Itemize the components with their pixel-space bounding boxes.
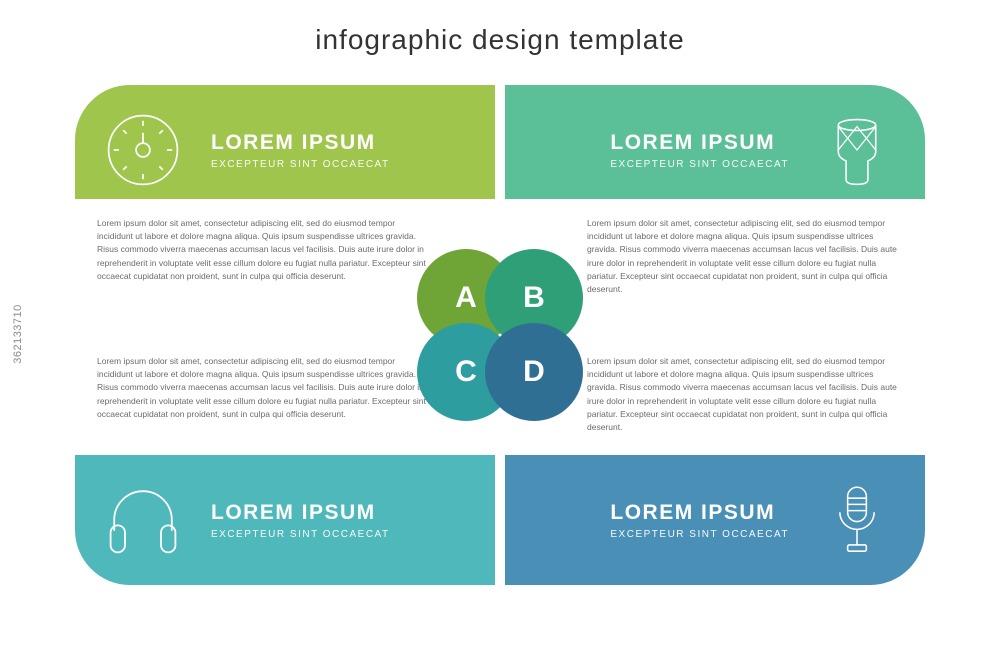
watermark-id: 362133710 bbox=[12, 304, 24, 364]
microphone-icon bbox=[811, 474, 903, 566]
panel-d-badge: D bbox=[485, 323, 583, 421]
panel-d-color: LOREM IPSUM EXCEPTEUR SINT OCCAECAT bbox=[505, 455, 925, 585]
panel-b-body-text: Lorem ipsum dolor sit amet, consectetur … bbox=[587, 217, 903, 296]
panel-a-body-text: Lorem ipsum dolor sit amet, consectetur … bbox=[97, 217, 427, 283]
panel-c-body-text: Lorem ipsum dolor sit amet, consectetur … bbox=[97, 355, 427, 421]
panel-d-body-text: Lorem ipsum dolor sit amet, consectetur … bbox=[587, 355, 903, 434]
panel-c-color: LOREM IPSUM EXCEPTEUR SINT OCCAECAT bbox=[75, 455, 495, 585]
panel-b-letter: B bbox=[523, 281, 545, 315]
page-title: infographic design template bbox=[0, 24, 1000, 56]
panel-a-heading: LOREM IPSUM EXCEPTEUR SINT OCCAECAT bbox=[211, 131, 390, 170]
panel-c-heading: LOREM IPSUM EXCEPTEUR SINT OCCAECAT bbox=[211, 501, 390, 540]
panel-c-letter: C bbox=[455, 355, 477, 389]
infographic-stage: LOREM IPSUM EXCEPTEUR SINT OCCAECAT Lore… bbox=[75, 85, 925, 585]
panel-b-headline: LOREM IPSUM bbox=[610, 131, 789, 155]
panel-a-headline: LOREM IPSUM bbox=[211, 131, 390, 155]
panel-b-heading: LOREM IPSUM EXCEPTEUR SINT OCCAECAT bbox=[610, 131, 789, 170]
panel-c-headline: LOREM IPSUM bbox=[211, 501, 390, 525]
panel-c-subhead: EXCEPTEUR SINT OCCAECAT bbox=[211, 529, 390, 540]
panel-b: LOREM IPSUM EXCEPTEUR SINT OCCAECAT Lore… bbox=[505, 85, 925, 329]
panel-a-color: LOREM IPSUM EXCEPTEUR SINT OCCAECAT bbox=[75, 85, 495, 215]
headphones-icon bbox=[97, 474, 189, 566]
panel-d-subhead: EXCEPTEUR SINT OCCAECAT bbox=[610, 529, 789, 540]
panel-a-letter: A bbox=[455, 281, 477, 315]
panel-b-color: LOREM IPSUM EXCEPTEUR SINT OCCAECAT bbox=[505, 85, 925, 215]
panel-d-letter: D bbox=[523, 355, 545, 389]
panel-b-subhead: EXCEPTEUR SINT OCCAECAT bbox=[610, 159, 789, 170]
panel-a-subhead: EXCEPTEUR SINT OCCAECAT bbox=[211, 159, 390, 170]
panel-d-headline: LOREM IPSUM bbox=[610, 501, 789, 525]
panel-a: LOREM IPSUM EXCEPTEUR SINT OCCAECAT Lore… bbox=[75, 85, 495, 329]
dial-icon bbox=[97, 104, 189, 196]
panel-c: Lorem ipsum dolor sit amet, consectetur … bbox=[75, 341, 495, 585]
panel-d: Lorem ipsum dolor sit amet, consectetur … bbox=[505, 341, 925, 585]
panel-d-heading: LOREM IPSUM EXCEPTEUR SINT OCCAECAT bbox=[610, 501, 789, 540]
drum-icon bbox=[811, 104, 903, 196]
